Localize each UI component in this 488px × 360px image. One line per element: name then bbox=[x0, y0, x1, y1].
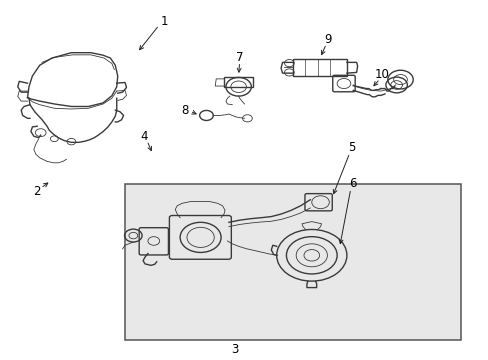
Text: 3: 3 bbox=[231, 343, 238, 356]
Bar bbox=[224, 77, 253, 87]
Bar bbox=[125, 184, 461, 339]
Text: 2: 2 bbox=[34, 185, 41, 198]
Text: 4: 4 bbox=[141, 130, 148, 143]
Text: 10: 10 bbox=[374, 68, 388, 81]
Text: 5: 5 bbox=[347, 140, 355, 153]
Text: 6: 6 bbox=[348, 177, 356, 190]
Text: 1: 1 bbox=[160, 15, 167, 28]
Text: 9: 9 bbox=[324, 33, 331, 46]
Text: 8: 8 bbox=[181, 104, 188, 117]
Bar bbox=[293, 59, 346, 76]
Text: 7: 7 bbox=[235, 51, 243, 64]
